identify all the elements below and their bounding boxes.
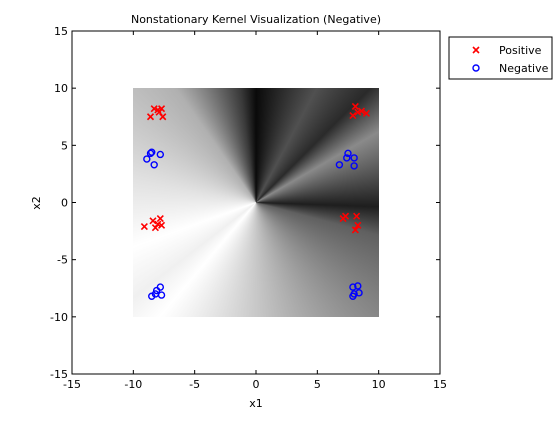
x-tick-label: 5: [314, 378, 321, 391]
negative-point: [349, 283, 357, 291]
negative-point: [350, 154, 358, 162]
x-tick-label: -5: [189, 378, 200, 391]
x-tick-label: -10: [124, 378, 142, 391]
y-axis: -15 -10 -5 0 5 10 15: [50, 25, 440, 381]
positive-point: [353, 212, 361, 220]
negative-point: [349, 292, 357, 300]
x-axis: -15 -10 -5 0 5 10 15: [63, 31, 447, 391]
negative-point: [157, 291, 166, 299]
negative-point: [146, 149, 155, 158]
background-field: [133, 88, 379, 317]
positive-point: [156, 214, 164, 223]
negative-point: [143, 155, 151, 163]
y-tick-label: 15: [54, 25, 68, 38]
y-tick-label: -5: [57, 254, 68, 267]
positive-point: [354, 108, 362, 116]
positive-point: [351, 226, 359, 234]
legend-marker-positive: [472, 46, 480, 54]
x-axis-label: x1: [249, 397, 263, 410]
y-tick-label: -15: [50, 368, 68, 381]
positive-point: [146, 113, 155, 121]
y-tick-label: 10: [54, 82, 68, 95]
negative-point: [350, 162, 358, 170]
positive-point: [349, 112, 357, 120]
legend-box: [448, 36, 553, 80]
negative-point: [152, 286, 161, 295]
negative-point: [355, 289, 363, 297]
positive-point: [159, 113, 167, 121]
y-tick-label: 0: [61, 197, 68, 210]
x-tick-label: 15: [433, 378, 447, 391]
negative-point: [148, 148, 156, 156]
positive-point: [354, 221, 362, 229]
y-axis-label: x2: [30, 196, 43, 210]
legend-label-positive: Positive: [499, 44, 542, 57]
y-tick-label: -10: [50, 311, 68, 324]
legend-label-negative: Negative: [499, 62, 549, 75]
data-marks: [140, 102, 370, 300]
legend-marker-negative: [472, 64, 480, 72]
y-tick-label: 5: [61, 139, 68, 152]
negative-point: [150, 161, 158, 169]
legend: Positive Negative: [448, 36, 553, 80]
negative-point: [343, 154, 351, 162]
negative-point: [335, 161, 344, 169]
positive-point: [339, 214, 347, 223]
positive-point: [362, 109, 370, 117]
chart-title: Nonstationary Kernel Visualization (Nega…: [131, 13, 381, 26]
positive-point: [149, 217, 157, 225]
x-tick-label: 10: [372, 378, 386, 391]
negative-point: [344, 149, 352, 158]
x-tick-label: -15: [63, 378, 81, 391]
negative-point: [354, 282, 362, 290]
positive-point: [140, 222, 148, 231]
kernel-gradient: [133, 88, 379, 317]
negative-point: [156, 150, 165, 159]
positive-point: [154, 220, 162, 228]
positive-point: [351, 102, 359, 111]
x-tick-label: 0: [253, 378, 260, 391]
